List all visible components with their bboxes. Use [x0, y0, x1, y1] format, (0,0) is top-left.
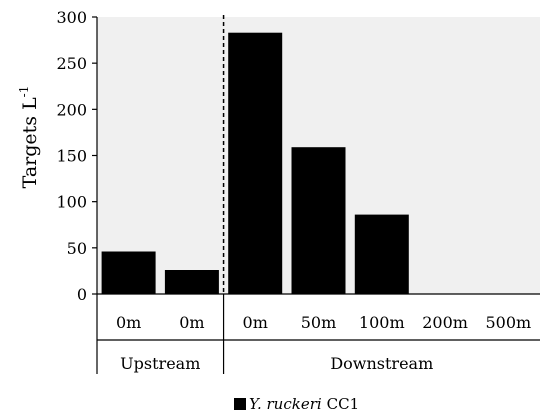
- legend: Y. ruckeri CC1: [234, 395, 359, 413]
- category-label: 0m: [179, 313, 204, 332]
- y-tick-label: 100: [56, 193, 87, 212]
- bar-3: [291, 147, 346, 294]
- legend-label: Y. ruckeri CC1: [249, 395, 359, 413]
- bar-4: [354, 214, 409, 294]
- y-tick-label: 50: [67, 239, 87, 258]
- y-tick-label: 200: [56, 100, 87, 119]
- group-label-1: Downstream: [330, 354, 433, 373]
- x-axis: 0m 0m 0m 50m 100m 200m 500m Upstream Downstream: [96, 293, 540, 374]
- category-label: 0m: [116, 313, 141, 332]
- category-label: 500m: [485, 313, 531, 332]
- category-label: 100m: [359, 313, 405, 332]
- bar-1: [164, 270, 219, 294]
- y-tick-label: 150: [56, 147, 87, 166]
- y-axis-title: Targets L-1: [17, 86, 41, 189]
- y-tick-label: 250: [56, 54, 87, 73]
- legend-swatch: [234, 398, 246, 410]
- group-label-0: Upstream: [120, 354, 200, 373]
- y-tick-label: 300: [56, 8, 87, 27]
- bars: [101, 32, 409, 294]
- y-axis: 0 50 100 150 200 250 300: [56, 8, 98, 304]
- category-label: 0m: [243, 313, 268, 332]
- bar-0: [101, 251, 156, 294]
- category-label: 200m: [422, 313, 468, 332]
- y-tick-label: 0: [77, 285, 87, 304]
- bar-2: [228, 32, 283, 294]
- category-label: 50m: [301, 313, 337, 332]
